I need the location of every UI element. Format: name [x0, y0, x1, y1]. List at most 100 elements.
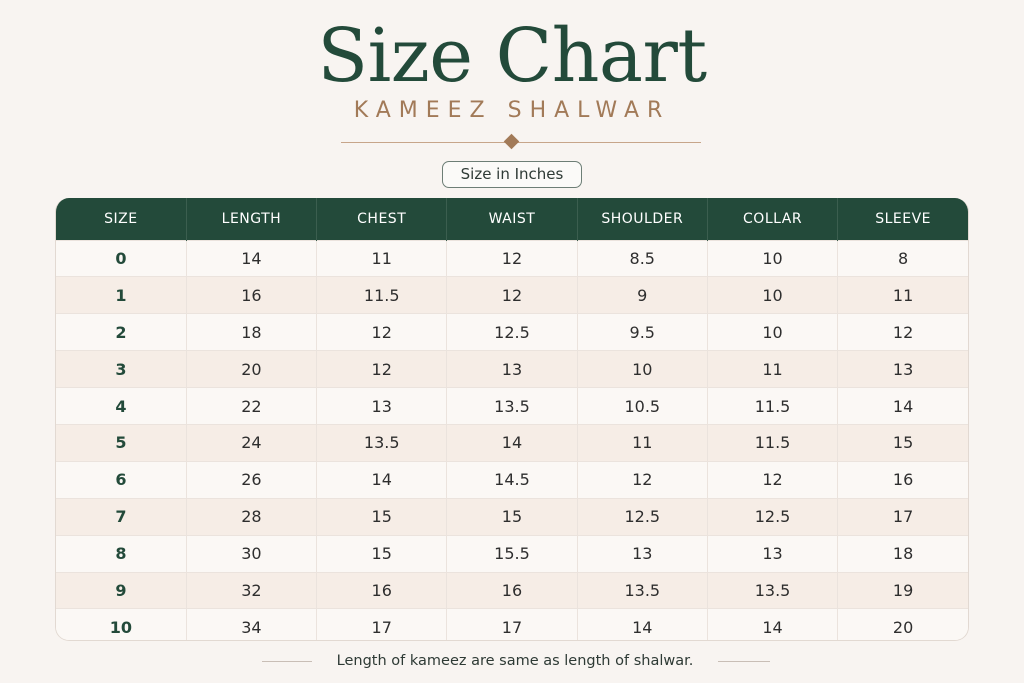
table-row: 7 28 15 15 12.5 12.5 17 — [56, 498, 968, 536]
units-badge: Size in Inches — [442, 161, 582, 188]
table-cell: 13 — [316, 387, 448, 425]
table-cell: 12 — [707, 461, 839, 499]
table-cell: 13 — [707, 535, 839, 573]
table-cell: 13 — [446, 350, 578, 388]
column-header-sleeve: SLEEVE — [875, 210, 931, 227]
table-cell: 12 — [316, 313, 448, 351]
table-row: 0 14 11 12 8.5 10 8 — [56, 240, 968, 277]
table-row: 10 34 17 17 14 14 20 — [56, 608, 968, 640]
table-cell: 13 — [577, 535, 708, 573]
table-cell: 24 — [186, 424, 318, 462]
table-cell: 32 — [186, 572, 318, 609]
table-row: 9 32 16 16 13.5 13.5 19 — [56, 572, 968, 609]
table-cell: 9 — [577, 276, 708, 314]
size-cell: 0 — [56, 240, 187, 277]
table-cell: 9.5 — [577, 313, 708, 351]
table-cell: 16 — [446, 572, 578, 609]
table-cell: 28 — [186, 498, 318, 536]
table-row: 3 20 12 13 10 11 13 — [56, 350, 968, 388]
table-cell: 13.5 — [707, 572, 839, 609]
footer-note: Length of kameez are same as length of s… — [336, 653, 694, 669]
size-table-grid: SIZE LENGTH CHEST WAIST SHOULDER COLLAR SLEEVE… — [56, 198, 968, 640]
table-cell: 11.5 — [316, 276, 448, 314]
table-cell: 13.5 — [577, 572, 708, 609]
table-cell: 11 — [892, 285, 914, 305]
table-cell: 14 — [316, 461, 448, 499]
table-cell: 12 — [316, 350, 448, 388]
table-cell: 14 — [892, 396, 914, 416]
page-subtitle: KAMEEZ SHALWAR — [353, 98, 671, 123]
title-divider — [341, 142, 701, 143]
table-cell: 15 — [316, 535, 448, 573]
table-row: 5 24 13.5 14 11 11.5 15 — [56, 424, 968, 462]
size-cell: 3 — [56, 350, 187, 388]
table-cell: 12 — [446, 240, 578, 277]
size-cell: 4 — [56, 387, 187, 425]
size-cell: 7 — [56, 498, 187, 536]
table-cell: 11 — [577, 424, 708, 462]
page-title: Size Chart — [317, 13, 707, 99]
table-cell: 15 — [446, 498, 578, 536]
table-cell: 12 — [446, 276, 578, 314]
table-cell: 16 — [186, 276, 318, 314]
table-header-row: SIZE LENGTH CHEST WAIST SHOULDER COLLAR SLEEVE — [56, 198, 968, 240]
table-cell: 12.5 — [446, 313, 578, 351]
footer-divider-left — [262, 661, 312, 662]
table-cell: 34 — [186, 608, 318, 640]
size-cell: 1 — [56, 276, 187, 314]
column-header-collar: COLLAR — [707, 198, 839, 240]
table-cell: 10.5 — [577, 387, 708, 425]
table-cell: 14 — [186, 240, 318, 277]
table-cell: 20 — [892, 618, 914, 638]
table-cell: 17 — [446, 608, 578, 640]
table-cell: 14 — [707, 608, 839, 640]
table-row: 2 18 12 12.5 9.5 10 12 — [56, 313, 968, 351]
table-row: 1 16 11.5 12 9 10 11 — [56, 276, 968, 314]
table-cell: 20 — [186, 350, 318, 388]
table-cell: 16 — [316, 572, 448, 609]
table-cell: 14 — [577, 608, 708, 640]
column-header-length: LENGTH — [186, 198, 318, 240]
table-cell: 12 — [577, 461, 708, 499]
column-header-waist: WAIST — [446, 198, 578, 240]
table-header: SIZE LENGTH CHEST WAIST SHOULDER COLLAR SLEEVE — [56, 198, 968, 240]
table-cell: 13 — [892, 359, 914, 379]
table-cell: 11 — [316, 240, 448, 277]
table-row: 6 26 14 14.5 12 12 16 — [56, 461, 968, 499]
table-cell: 15 — [892, 433, 914, 453]
table-cell: 18 — [186, 313, 318, 351]
table-cell: 10 — [707, 240, 839, 277]
table-cell: 14.5 — [446, 461, 578, 499]
table-cell: 19 — [892, 580, 914, 600]
size-table: SIZE LENGTH CHEST WAIST SHOULDER COLLAR SLEEVE… — [55, 198, 969, 641]
table-cell: 30 — [186, 535, 318, 573]
table-cell: 17 — [892, 507, 914, 527]
column-header-chest: CHEST — [316, 198, 448, 240]
table-cell: 12.5 — [707, 498, 839, 536]
table-cell: 18 — [892, 544, 914, 564]
table-cell: 12.5 — [577, 498, 708, 536]
size-cell: 2 — [56, 313, 187, 351]
diamond-ornament-icon — [503, 133, 520, 150]
table-cell: 11.5 — [707, 387, 839, 425]
table-cell: 16 — [892, 470, 914, 490]
table-row: 8 30 15 15.5 13 13 18 — [56, 535, 968, 573]
table-cell: 8.5 — [577, 240, 708, 277]
table-cell: 17 — [316, 608, 448, 640]
table-cell: 10 — [707, 313, 839, 351]
table-cell: 15 — [316, 498, 448, 536]
footer-divider-right — [718, 661, 770, 662]
table-cell: 10 — [577, 350, 708, 388]
table-body: 0 14 11 12 8.5 10 8 1 16 11.5 12 9 10 11 2 18 12 12.5 9.5 1… — [56, 240, 968, 640]
table-cell: 12 — [892, 322, 914, 342]
size-cell: 9 — [56, 572, 187, 609]
size-cell: 6 — [56, 461, 187, 499]
table-cell: 11 — [707, 350, 839, 388]
table-cell: 13.5 — [316, 424, 448, 462]
table-cell: 11.5 — [707, 424, 839, 462]
size-cell: 8 — [56, 535, 187, 573]
column-header-shoulder: SHOULDER — [577, 198, 708, 240]
table-cell: 14 — [446, 424, 578, 462]
table-cell: 15.5 — [446, 535, 578, 573]
table-cell: 8 — [898, 248, 909, 268]
